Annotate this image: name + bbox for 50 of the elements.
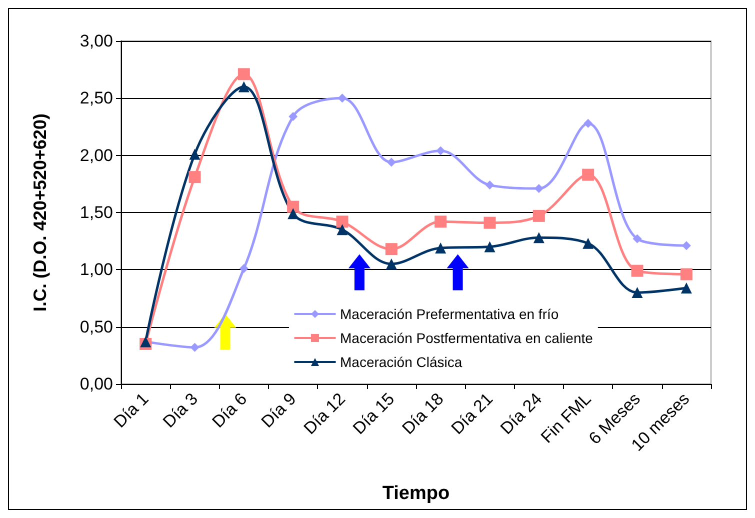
legend-label: Maceración Clásica — [340, 354, 462, 370]
point — [189, 148, 200, 160]
point — [238, 81, 250, 92]
point — [631, 264, 644, 277]
point — [287, 200, 300, 213]
y-axis-title: I.C. (D.O. 420+520+620) — [30, 113, 50, 312]
point — [484, 241, 496, 252]
y-tick-label: 2,50 — [80, 88, 113, 108]
legend-label: Maceración Postfermentativa en caliente — [340, 330, 594, 346]
y-tick-label: 3,00 — [80, 32, 113, 50]
point — [484, 216, 496, 229]
x-tick-label: Día 9 — [258, 389, 300, 432]
x-tick-label: Día 15 — [349, 389, 398, 438]
point — [288, 208, 299, 220]
x-tick-label: Día 12 — [300, 389, 349, 438]
y-tick-label: 0,50 — [80, 317, 113, 336]
point — [336, 224, 348, 236]
point — [435, 242, 446, 254]
point — [188, 171, 201, 184]
point — [385, 243, 398, 256]
x-tick-label: Día 1 — [110, 389, 152, 432]
y-tick-label: 1,50 — [80, 203, 113, 222]
point — [532, 210, 545, 222]
y-tick-label: 2,00 — [80, 146, 113, 165]
point — [485, 180, 494, 190]
point — [436, 146, 446, 156]
x-tick-label: Día 6 — [208, 389, 251, 432]
x-tick-label: Día 18 — [398, 389, 448, 438]
point — [680, 282, 692, 294]
point — [582, 168, 594, 181]
y-tick-label: 0,00 — [80, 374, 113, 394]
point — [680, 268, 692, 280]
y-tick-label: 1,00 — [80, 260, 113, 280]
x-axis-title: Tiempo — [382, 483, 450, 504]
point — [533, 232, 544, 244]
point — [632, 287, 643, 298]
point — [584, 118, 593, 128]
point — [239, 264, 248, 274]
point — [386, 258, 397, 270]
point — [288, 112, 298, 121]
point — [190, 342, 200, 352]
point — [386, 158, 396, 167]
point — [238, 68, 250, 80]
legend-label: Maceración Prefermentativa en frío — [340, 306, 559, 322]
point — [434, 216, 447, 228]
x-tick-label: Día 21 — [448, 389, 496, 438]
x-tick-label: Día 3 — [159, 389, 202, 432]
point — [336, 216, 348, 228]
point — [632, 234, 642, 244]
point — [582, 238, 594, 249]
